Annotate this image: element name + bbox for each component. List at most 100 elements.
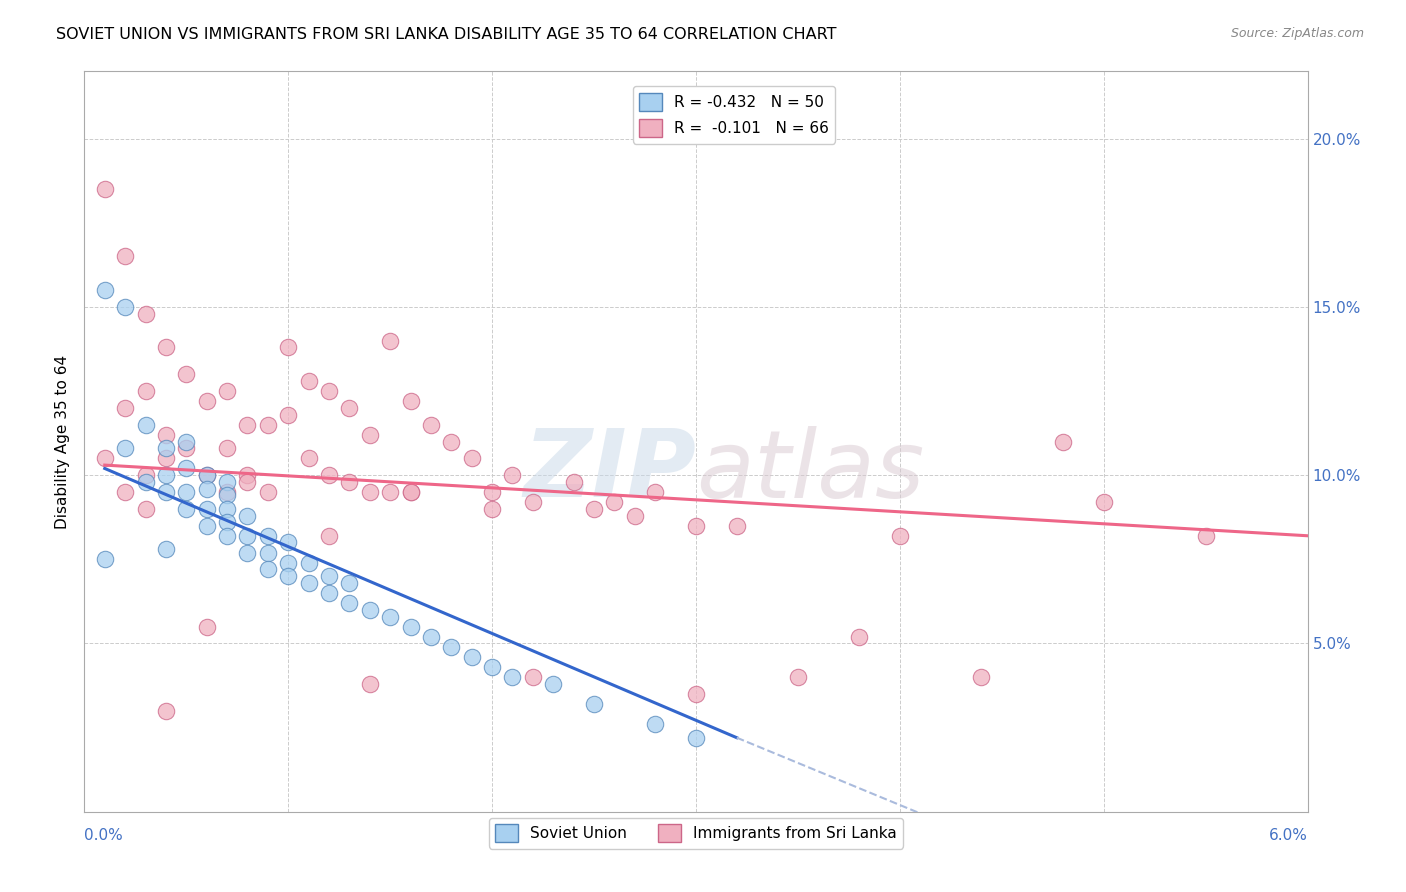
Point — [644, 717, 666, 731]
Point — [93, 182, 117, 196]
Point — [725, 518, 748, 533]
Point — [277, 535, 299, 549]
Point — [176, 501, 198, 516]
Point — [93, 552, 117, 566]
Point — [217, 475, 239, 489]
Point — [217, 488, 239, 502]
Point — [195, 394, 218, 409]
Point — [644, 485, 666, 500]
Point — [195, 619, 218, 633]
Point — [359, 427, 381, 442]
Point — [522, 495, 544, 509]
Point — [562, 475, 585, 489]
Point — [685, 687, 707, 701]
Point — [114, 300, 136, 314]
Point — [461, 649, 484, 664]
Point — [114, 485, 136, 500]
Point — [970, 670, 993, 684]
Point — [889, 529, 911, 543]
Point — [380, 334, 402, 348]
Point — [481, 660, 503, 674]
Text: atlas: atlas — [696, 425, 924, 516]
Point — [135, 417, 157, 432]
Point — [1195, 529, 1218, 543]
Y-axis label: Disability Age 35 to 64: Disability Age 35 to 64 — [55, 354, 70, 529]
Text: ZIP: ZIP — [523, 425, 696, 517]
Point — [195, 468, 218, 483]
Point — [522, 670, 544, 684]
Point — [339, 596, 361, 610]
Text: 0.0%: 0.0% — [84, 828, 124, 843]
Point — [583, 501, 606, 516]
Point — [217, 384, 239, 398]
Point — [420, 417, 443, 432]
Point — [155, 442, 177, 456]
Point — [135, 384, 157, 398]
Point — [114, 249, 136, 264]
Point — [380, 485, 402, 500]
Point — [318, 384, 340, 398]
Point — [195, 468, 218, 483]
Point — [217, 485, 239, 500]
Point — [217, 501, 239, 516]
Point — [155, 704, 177, 718]
Point — [114, 442, 136, 456]
Point — [93, 451, 117, 466]
Point — [502, 468, 524, 483]
Point — [298, 451, 321, 466]
Point — [685, 731, 707, 745]
Point — [236, 529, 259, 543]
Point — [399, 619, 422, 633]
Point — [236, 468, 259, 483]
Point — [257, 485, 280, 500]
Point — [277, 569, 299, 583]
Point — [277, 340, 299, 354]
Point — [502, 670, 524, 684]
Point — [481, 501, 503, 516]
Point — [135, 475, 157, 489]
Point — [318, 586, 340, 600]
Text: 6.0%: 6.0% — [1268, 828, 1308, 843]
Point — [217, 529, 239, 543]
Point — [339, 475, 361, 489]
Point — [440, 640, 463, 654]
Legend: Soviet Union, Immigrants from Sri Lanka: Soviet Union, Immigrants from Sri Lanka — [489, 818, 903, 848]
Point — [380, 609, 402, 624]
Point — [277, 408, 299, 422]
Point — [420, 630, 443, 644]
Point — [339, 401, 361, 415]
Point — [461, 451, 484, 466]
Point — [848, 630, 870, 644]
Point — [624, 508, 647, 523]
Point — [603, 495, 626, 509]
Point — [440, 434, 463, 449]
Point — [359, 603, 381, 617]
Point — [176, 461, 198, 475]
Point — [155, 542, 177, 557]
Point — [277, 556, 299, 570]
Point — [135, 501, 157, 516]
Point — [155, 468, 177, 483]
Point — [583, 697, 606, 711]
Point — [318, 569, 340, 583]
Point — [257, 417, 280, 432]
Point — [543, 677, 565, 691]
Point — [176, 485, 198, 500]
Point — [787, 670, 810, 684]
Point — [318, 468, 340, 483]
Point — [399, 485, 422, 500]
Point — [399, 485, 422, 500]
Point — [1052, 434, 1074, 449]
Point — [217, 442, 239, 456]
Point — [114, 401, 136, 415]
Point — [339, 575, 361, 590]
Point — [359, 677, 381, 691]
Point — [195, 518, 218, 533]
Point — [298, 575, 321, 590]
Point — [236, 508, 259, 523]
Text: Source: ZipAtlas.com: Source: ZipAtlas.com — [1230, 27, 1364, 40]
Point — [195, 482, 218, 496]
Point — [155, 340, 177, 354]
Point — [399, 394, 422, 409]
Point — [155, 427, 177, 442]
